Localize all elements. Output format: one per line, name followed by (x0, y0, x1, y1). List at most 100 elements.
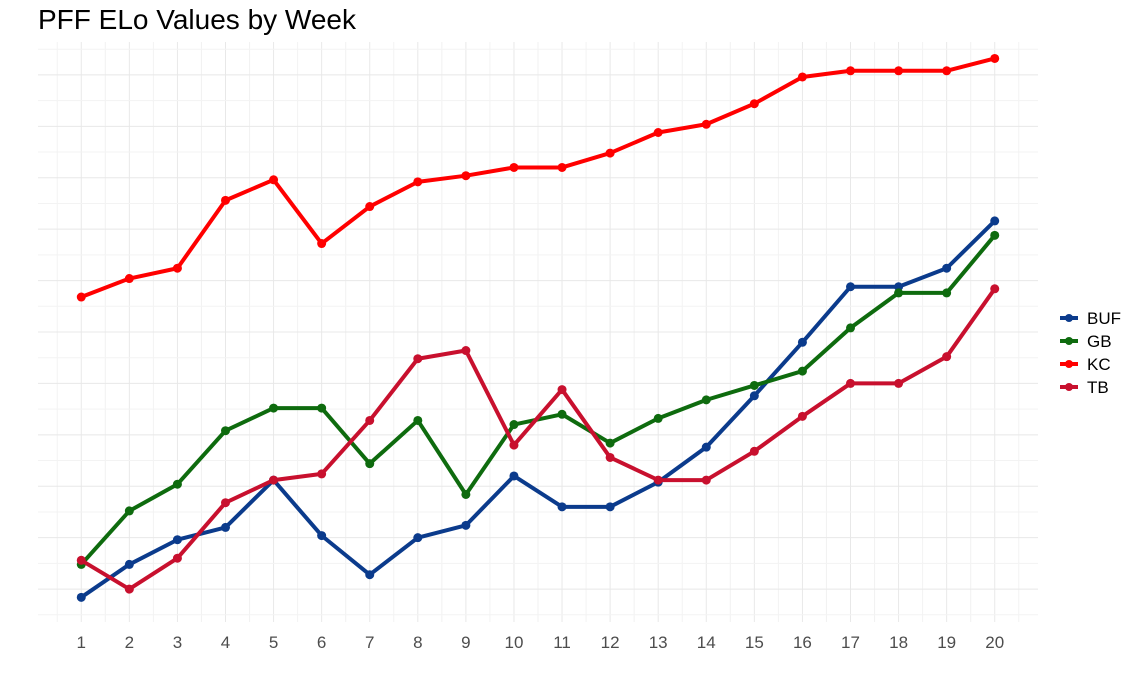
data-point (894, 378, 904, 388)
data-point (461, 346, 471, 356)
x-tick-label: 7 (365, 633, 374, 652)
series-lines (76, 53, 1000, 602)
data-point (749, 380, 759, 390)
data-point (221, 498, 230, 508)
data-point (749, 99, 759, 109)
data-point (76, 292, 86, 302)
x-tick-label: 1 (77, 633, 86, 652)
data-point (365, 459, 375, 469)
data-point (557, 502, 567, 512)
series-tb (76, 284, 1000, 594)
legend-item-buf: BUF (1060, 309, 1121, 328)
x-tick-label: 18 (889, 633, 908, 652)
data-point (653, 475, 663, 485)
data-point (509, 420, 519, 430)
data-point (653, 127, 663, 137)
data-point (749, 391, 759, 401)
series-kc (76, 53, 1000, 302)
x-tick-label: 17 (841, 633, 860, 652)
data-point (317, 531, 327, 541)
data-point (942, 263, 952, 273)
legend-key-point (1065, 314, 1073, 322)
legend-label: KC (1087, 355, 1111, 374)
data-point (221, 522, 230, 532)
data-point (846, 378, 855, 388)
data-point (701, 119, 711, 129)
data-point (990, 284, 1000, 294)
data-point (413, 415, 423, 425)
x-tick-label: 16 (793, 633, 812, 652)
data-point (221, 195, 230, 205)
x-axis-ticks: 1 2 3 4 5 6 7 8 9 10 11 12 13 14 15 16 17 18 19 20 (77, 633, 1005, 652)
series-line-kc (79, 56, 997, 300)
data-point (509, 162, 519, 172)
series-line-buf (79, 218, 997, 600)
data-point (894, 282, 904, 292)
data-point (846, 282, 855, 292)
x-tick-label: 14 (697, 633, 716, 652)
data-point (317, 239, 327, 249)
data-point (797, 72, 807, 82)
x-tick-label: 2 (125, 633, 134, 652)
data-point (172, 535, 182, 545)
data-point (990, 230, 1000, 240)
data-point (846, 323, 855, 333)
data-point (509, 471, 519, 481)
legend-key-point (1065, 383, 1073, 391)
legend-item-kc: KC (1060, 355, 1111, 374)
data-point (990, 53, 1000, 63)
data-point (269, 175, 279, 185)
data-point (509, 440, 519, 450)
x-tick-label: 9 (461, 633, 470, 652)
x-tick-label: 19 (937, 633, 956, 652)
legend-item-gb: GB (1060, 332, 1112, 351)
data-point (365, 415, 375, 425)
data-point (172, 553, 182, 563)
data-point (172, 263, 182, 273)
data-point (557, 385, 567, 395)
data-point (797, 337, 807, 347)
legend-label: BUF (1087, 309, 1121, 328)
data-point (221, 426, 230, 436)
data-point (701, 475, 711, 485)
data-point (846, 66, 855, 76)
data-point (124, 559, 134, 569)
data-point (990, 216, 1000, 226)
data-point (269, 475, 279, 485)
data-point (557, 409, 567, 419)
legend-key-point (1065, 360, 1073, 368)
data-point (894, 288, 904, 298)
x-tick-label: 5 (269, 633, 278, 652)
data-point (797, 366, 807, 376)
x-tick-label: 13 (649, 633, 668, 652)
data-point (942, 288, 952, 298)
data-point (942, 352, 952, 362)
series-line-tb (79, 286, 997, 592)
data-point (461, 171, 471, 181)
legend-item-tb: TB (1060, 378, 1109, 397)
x-tick-label: 4 (221, 633, 230, 652)
x-tick-label: 3 (173, 633, 182, 652)
x-tick-label: 10 (505, 633, 524, 652)
data-point (269, 403, 279, 413)
series-buf (76, 216, 1000, 602)
grid (38, 42, 1038, 622)
data-point (365, 202, 375, 212)
data-point (413, 354, 423, 364)
data-point (461, 520, 471, 530)
data-point (365, 570, 375, 580)
data-point (605, 452, 615, 462)
data-point (124, 274, 134, 284)
x-tick-label: 6 (317, 633, 326, 652)
data-point (749, 446, 759, 456)
data-point (76, 555, 86, 565)
data-point (797, 411, 807, 421)
data-point (172, 479, 182, 489)
data-point (557, 162, 567, 172)
data-point (317, 469, 327, 479)
legend-key-point (1065, 337, 1073, 345)
x-tick-label: 12 (601, 633, 620, 652)
data-point (894, 66, 904, 76)
data-point (317, 403, 327, 413)
